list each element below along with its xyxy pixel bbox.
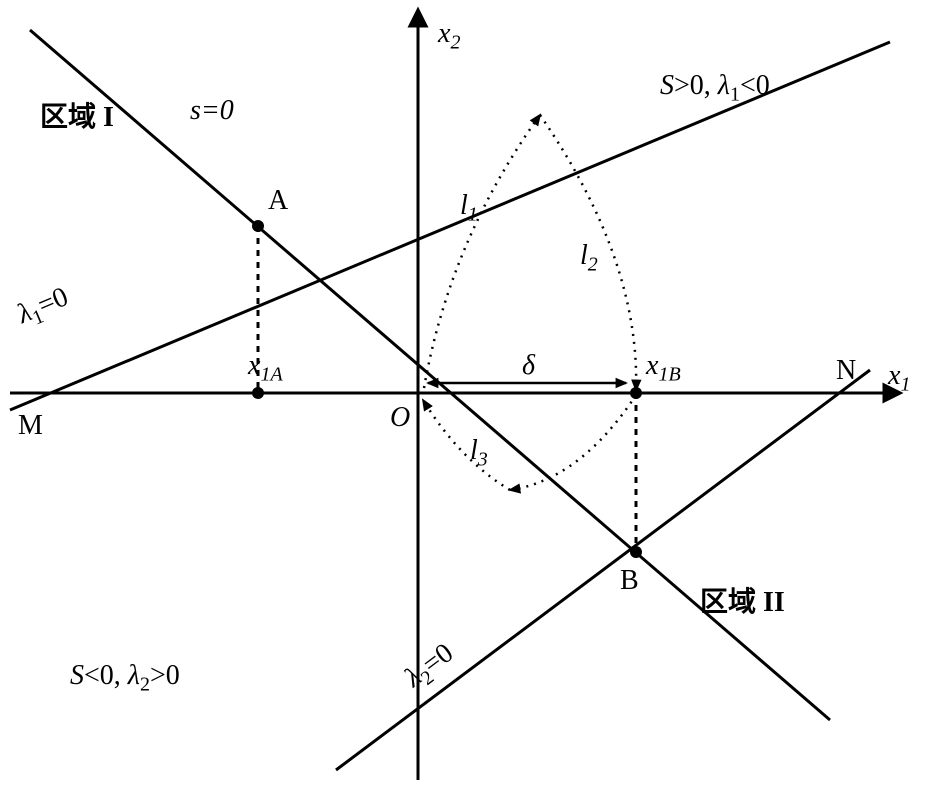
x1a-label: x1A	[248, 350, 283, 387]
x2-axis-label: x2	[438, 18, 460, 55]
point-m-label: M	[18, 410, 43, 442]
s-zero-label: s=0	[190, 95, 234, 127]
l2-label: l2	[580, 240, 598, 277]
point-a-label: A	[268, 185, 288, 217]
point-b-label: B	[620, 565, 639, 597]
s-positive-label: S>0, λ1<0	[660, 70, 770, 107]
origin-label: O	[390, 402, 410, 434]
s-negative-label: S<0, λ2>0	[70, 660, 180, 697]
l3-label: l3	[470, 435, 488, 472]
region-1-label: 区域 I	[40, 95, 114, 135]
l1-label: l1	[460, 190, 478, 227]
delta-label: δ	[522, 350, 535, 382]
x1b-label: x1B	[646, 350, 681, 387]
x1-axis-label: x1	[888, 360, 910, 397]
point-n-label: N	[836, 355, 856, 387]
region-2-label: 区域 II	[700, 580, 785, 620]
